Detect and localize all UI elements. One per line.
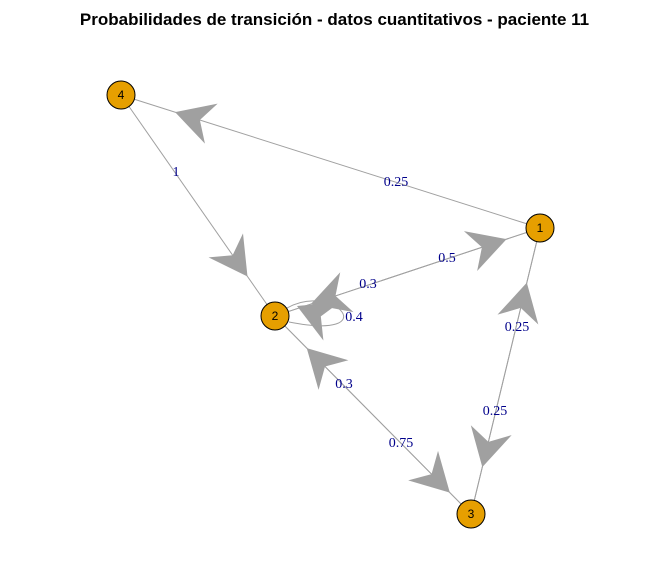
edge-3-1-7-arrowhead [497, 282, 539, 325]
node-2 [260, 301, 290, 331]
edge-2-1-2-arrowhead [463, 231, 507, 271]
edge-3-2-5-arrowhead [306, 348, 349, 390]
diagram-title: Probabilidades de transición - datos cua… [79, 10, 590, 29]
edge-1-3-8-label: 0.25 [483, 404, 508, 419]
edge-2-1-2-label: 0.5 [438, 251, 456, 266]
edge-2-2-4-label: 0.4 [345, 310, 363, 325]
edge-4-2-1-arrowhead [208, 233, 248, 277]
node-4 [106, 80, 136, 110]
edge-1-4-0-arrowhead [175, 103, 218, 144]
node-2-label: 2 [272, 309, 279, 323]
edge-1-2-3-label: 0.3 [359, 277, 377, 292]
edge-3-1-7-label: 0.25 [505, 320, 530, 335]
node-1 [525, 213, 555, 243]
node-4-label: 4 [118, 88, 125, 102]
node-3 [456, 499, 486, 529]
edge-1-2-3-arrowhead [310, 272, 354, 313]
node-3-label: 3 [468, 507, 475, 521]
edge-1-3-8-arrowhead [470, 425, 512, 468]
node-1-label: 1 [537, 221, 544, 235]
edge-2-2-4-arrowhead [297, 301, 341, 341]
edge-1-4-0-label: 0.25 [384, 175, 409, 190]
edge-3-2-5-label: 0.3 [335, 377, 353, 392]
edge-2-3-6-label: 0.75 [389, 436, 414, 451]
edge-4-2-1-label: 1 [173, 165, 180, 180]
edge-2-3-6-arrowhead [408, 450, 450, 493]
